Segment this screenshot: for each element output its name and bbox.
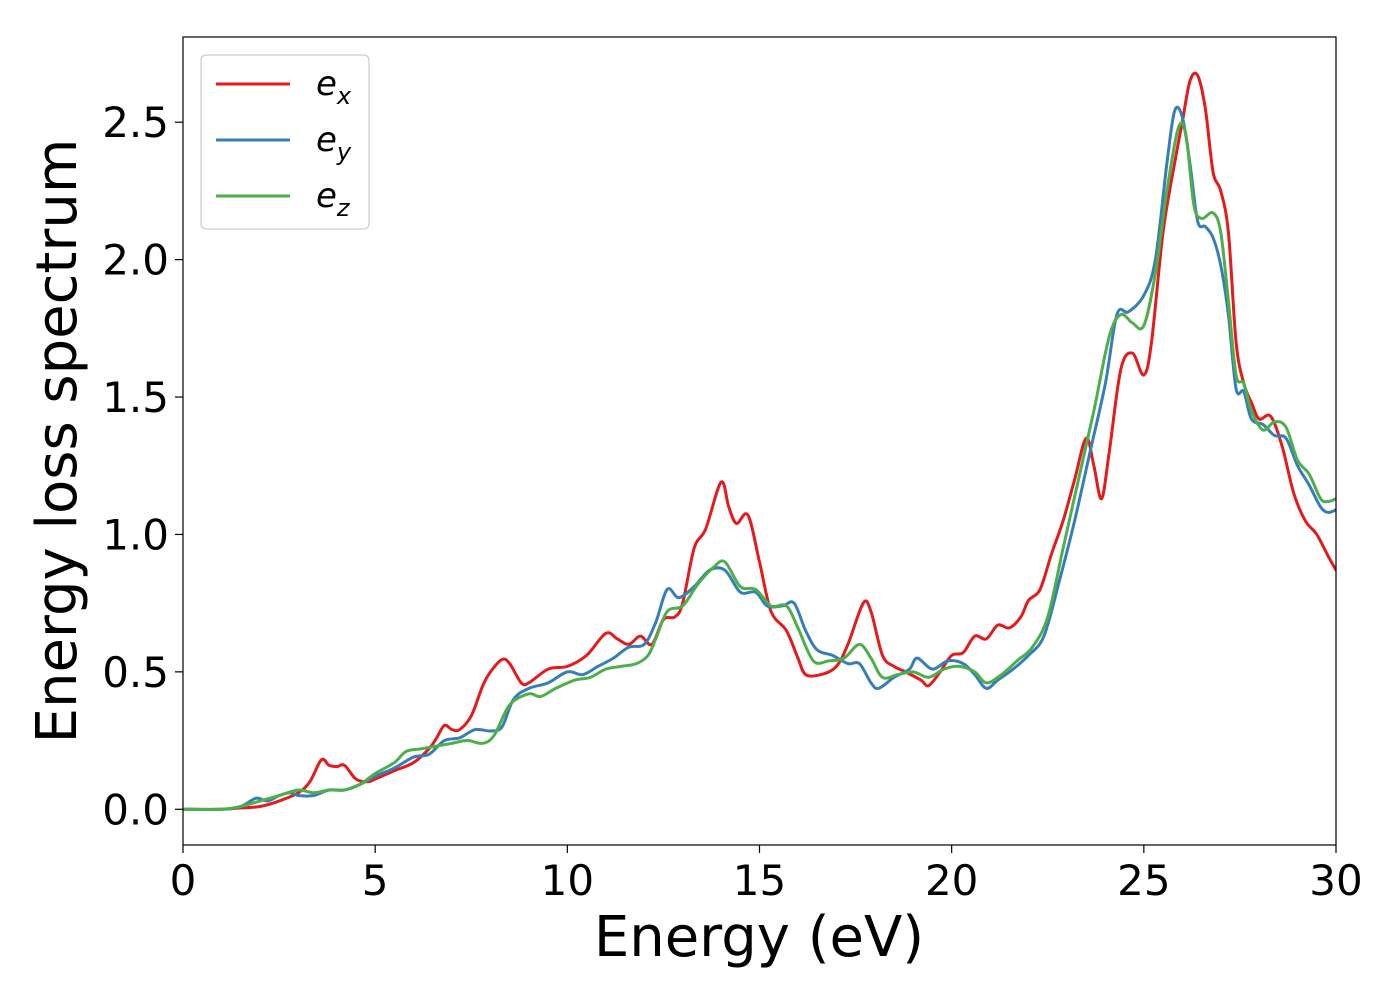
y-tick-label: 1.5 (102, 373, 169, 422)
series-line-e-x (183, 71, 1336, 811)
series-layer (183, 71, 1336, 811)
x-axis-ticks: 0 5 10 15 20 25 30 (170, 845, 1363, 905)
y-tick-label: 0.0 (102, 785, 169, 834)
y-tick-label: 0.5 (102, 648, 169, 697)
x-axis-title: Energy (eV) (594, 905, 924, 970)
x-tick-label: 0 (170, 856, 197, 905)
x-tick-label: 10 (541, 856, 594, 905)
x-tick-label: 20 (925, 856, 978, 905)
y-axis-ticks: 0.0 0.5 1.0 1.5 2.0 2.5 (102, 98, 183, 834)
legend-label-z: ez (316, 176, 351, 222)
y-tick-label: 2.5 (102, 98, 169, 147)
y-tick-label: 1.0 (102, 510, 169, 559)
legend-label-x: ex (316, 64, 352, 110)
y-tick-label: 2.0 (102, 236, 169, 285)
legend-box (200, 54, 370, 230)
x-tick-label: 25 (1117, 856, 1170, 905)
series-line-e-y (183, 105, 1336, 811)
x-tick-label: 30 (1309, 856, 1362, 905)
legend-label-y: ey (316, 120, 352, 166)
x-tick-label: 15 (733, 856, 786, 905)
x-tick-label: 5 (362, 856, 389, 905)
series-line-e-z (183, 121, 1336, 811)
y-axis-title: Energy loss spectrum (25, 139, 90, 744)
legend: ex ey ez (200, 54, 370, 230)
